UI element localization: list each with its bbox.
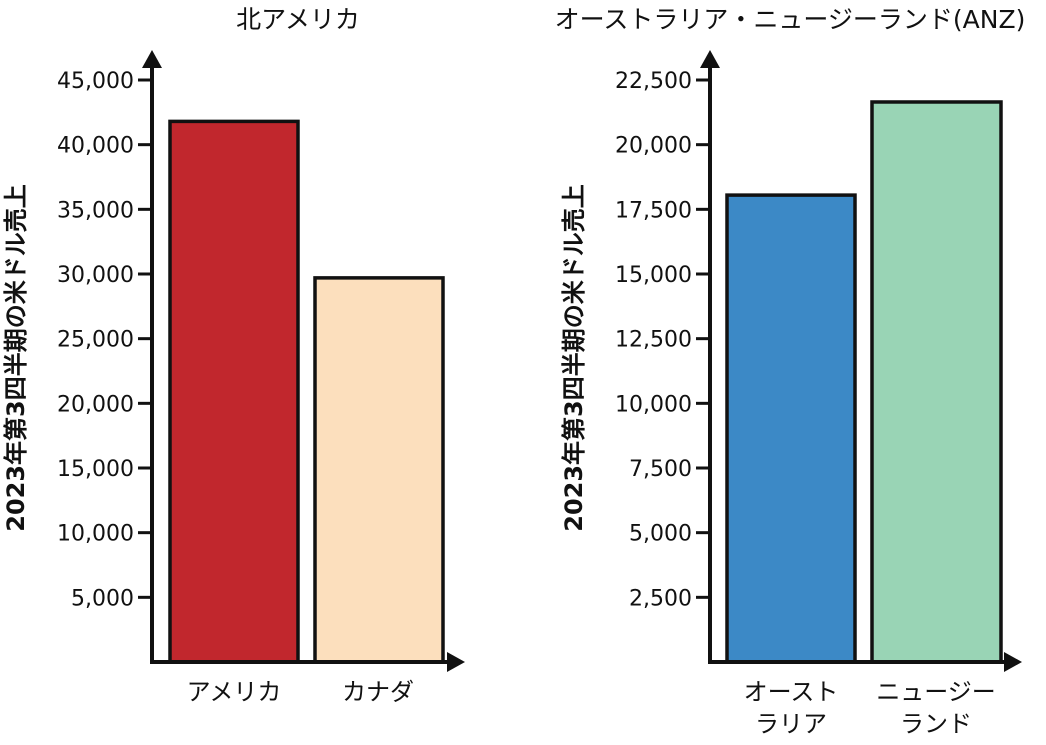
y-tick-label: 15,000 [615,263,692,288]
chart-title: オーストラリア・ニュージーランド(ANZ) [555,5,1026,34]
y-axis-arrow [142,50,162,68]
y-tick-label: 10,000 [615,392,692,417]
chart-panel-north-america: 北アメリカ 2023年第3四半期の米ドル売上 5,000 10,000 15,000 20… [2,5,465,706]
x-axis-arrow [1004,652,1022,672]
y-tick-label: 22,500 [615,69,692,94]
bar [725,193,857,664]
y-tick-label: 40,000 [57,134,134,159]
chart-title: 北アメリカ [236,5,360,34]
x-category-label: ニュージー [876,678,996,706]
bar [313,276,445,664]
y-axis-label: 2023年第3四半期の米ドル売上 [2,184,30,532]
y-axis-arrow [700,50,720,68]
x-category-label: カナダ [342,678,414,706]
y-tick-label: 20,000 [615,134,692,159]
y-tick-label: 15,000 [57,457,134,482]
y-tick-label: 20,000 [57,392,134,417]
y-tick-label: 25,000 [57,328,134,353]
y-tick-label: 45,000 [57,69,134,94]
y-tick-label: 10,000 [57,522,134,547]
y-tick-label: 5,000 [71,586,134,611]
bar [870,100,1003,664]
y-tick-label: 2,500 [629,586,692,611]
y-tick-label: 12,500 [615,328,692,353]
y-tick-label: 30,000 [57,263,134,288]
x-category-label: オースト [744,678,839,706]
chart-panel-anz: オーストラリア・ニュージーランド(ANZ) 2023年第3四半期の米ドル売上 2,5… [555,5,1026,738]
y-tick-label: 17,500 [615,198,692,223]
y-tick-label: 7,500 [629,457,692,482]
y-tick-label: 5,000 [629,522,692,547]
x-category-label: ランド [900,710,972,738]
y-axis-label: 2023年第3四半期の米ドル売上 [560,184,588,532]
x-category-label: アメリカ [187,678,282,706]
y-tick-label: 35,000 [57,198,134,223]
x-category-label: ラリア [755,710,827,738]
x-axis-arrow [447,652,465,672]
bar [168,119,300,664]
